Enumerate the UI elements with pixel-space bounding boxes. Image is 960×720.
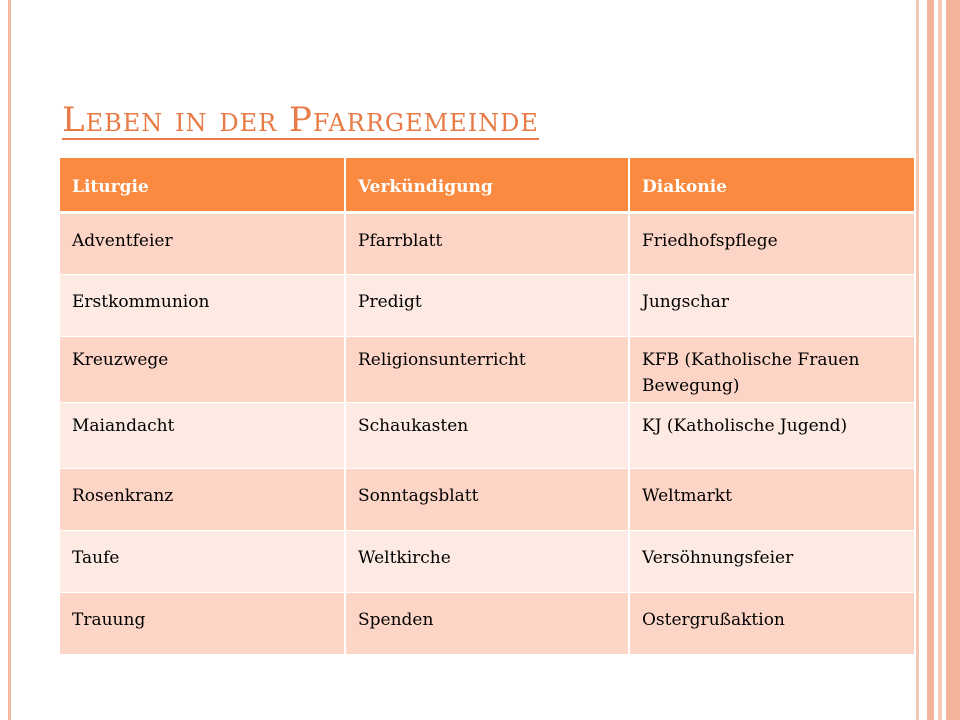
table-cell: Maiandacht xyxy=(60,402,346,468)
table-cell: Jungschar xyxy=(629,274,914,336)
header-verkuendigung: Verkündigung xyxy=(345,158,630,214)
table-cell: Spenden xyxy=(345,592,630,654)
left-decorative-rule xyxy=(8,0,11,720)
stripe xyxy=(938,0,942,720)
table-cell: Erstkommunion xyxy=(60,274,346,336)
table-row: Maiandacht Schaukasten KJ (Katholische J… xyxy=(60,402,914,468)
table-cell: Sonntagsblatt xyxy=(345,468,630,530)
table-cell: Weltkirche xyxy=(345,530,630,592)
table-cell: Predigt xyxy=(345,274,630,336)
table-cell: Schaukasten xyxy=(345,402,630,468)
table-row: Rosenkranz Sonntagsblatt Weltmarkt xyxy=(60,468,914,530)
table-cell: KJ (Katholische Jugend) xyxy=(629,402,914,468)
header-diakonie: Diakonie xyxy=(629,158,914,214)
table-cell: Weltmarkt xyxy=(629,468,914,530)
table-cell: Religionsunterricht xyxy=(345,336,630,402)
table-row: Taufe Weltkirche Versöhnungsfeier xyxy=(60,530,914,592)
table-header-row: Liturgie Verkündigung Diakonie xyxy=(60,158,914,214)
table-cell: Rosenkranz xyxy=(60,468,346,530)
table-cell: Pfarrblatt xyxy=(345,212,630,274)
stripe xyxy=(916,0,919,720)
table-cell: Friedhofspflege xyxy=(629,212,914,274)
table-row: Kreuzwege Religionsunterricht KFB (Katho… xyxy=(60,336,914,402)
stripe xyxy=(946,0,960,720)
table-cell: Taufe xyxy=(60,530,346,592)
table-cell: Trauung xyxy=(60,592,346,654)
right-decorative-stripes xyxy=(916,0,960,720)
table-cell: Versöhnungsfeier xyxy=(629,530,914,592)
slide-title: Leben in der Pfarrgemeinde xyxy=(62,96,539,140)
table-cell: KFB (Katholische Frauen Bewegung) xyxy=(629,336,914,402)
table-row: Erstkommunion Predigt Jungschar xyxy=(60,274,914,336)
table-cell: Adventfeier xyxy=(60,212,346,274)
activities-table: Liturgie Verkündigung Diakonie Adventfei… xyxy=(60,158,914,654)
stripe xyxy=(927,0,934,720)
table-cell: Ostergrußaktion xyxy=(629,592,914,654)
table-row: Adventfeier Pfarrblatt Friedhofspflege xyxy=(60,212,914,274)
table-cell: Kreuzwege xyxy=(60,336,346,402)
header-liturgie: Liturgie xyxy=(60,158,346,214)
table-row: Trauung Spenden Ostergrußaktion xyxy=(60,592,914,654)
